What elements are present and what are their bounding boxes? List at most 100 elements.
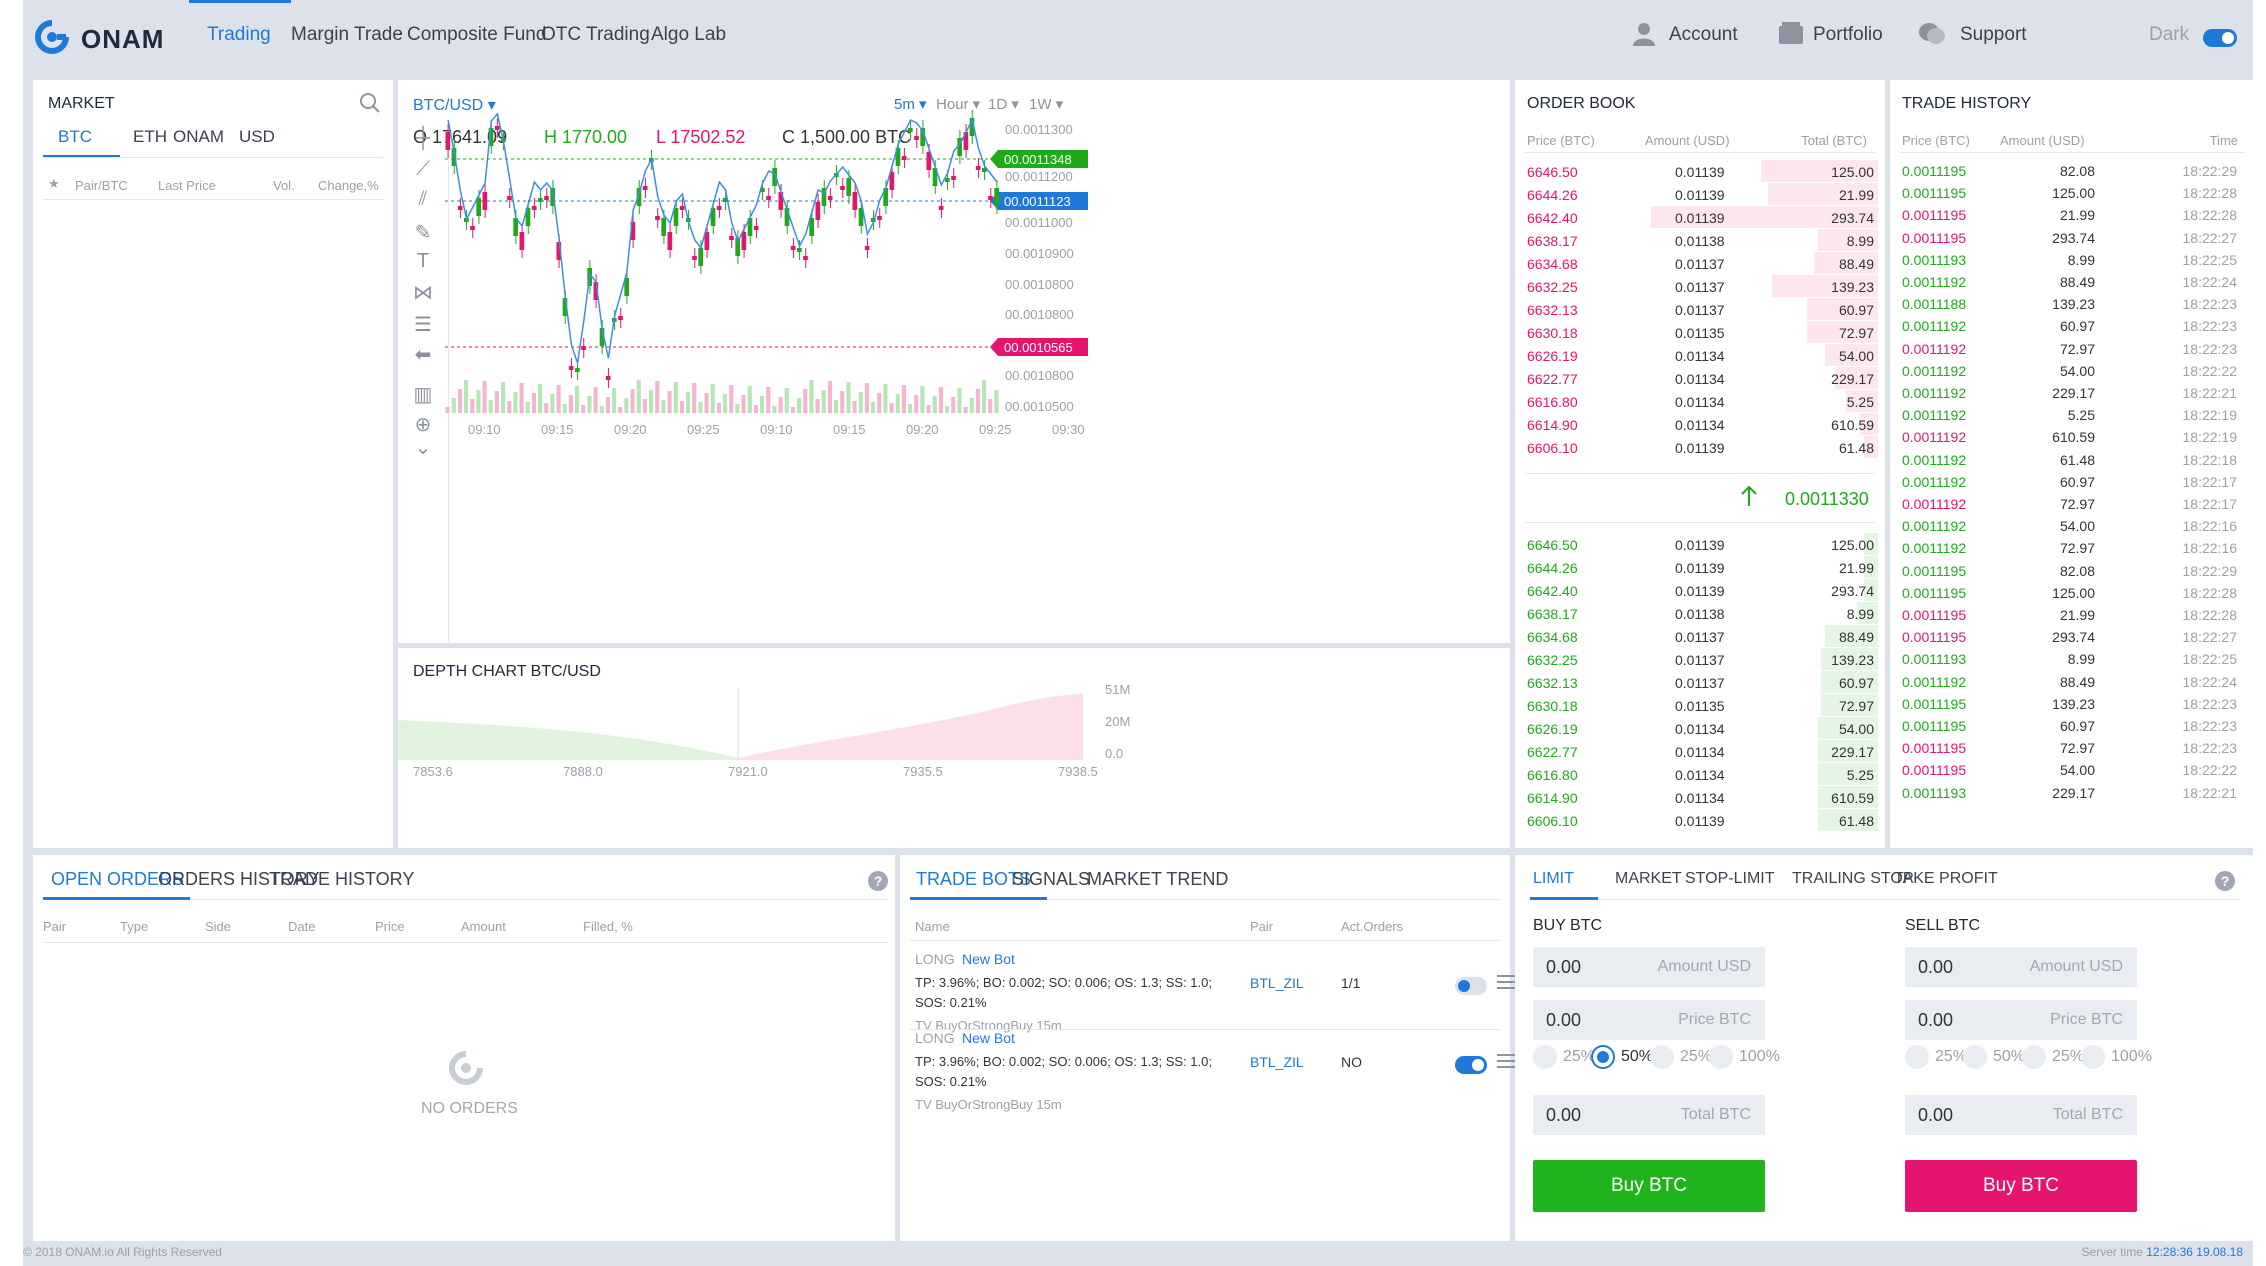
sell-total-input[interactable]: 0.00 Total BTC [1905,1095,2137,1135]
bot-new-link[interactable]: New Bot [962,1030,1015,1046]
measure-icon[interactable]: ☰ [414,314,432,336]
ask-row[interactable]: 6634.68 0.01137 88.49 [1523,252,1878,275]
bot-new-link[interactable]: New Bot [962,951,1015,967]
timeframe-5m[interactable]: 5m ▾ [894,95,927,113]
bid-row[interactable]: 6632.25 0.01137 139.23 [1523,648,1878,671]
col-pair[interactable]: Pair/BTC [75,178,128,193]
dark-mode-toggle[interactable] [2203,29,2237,47]
nav-trading[interactable]: Trading [207,24,271,45]
timeframe-label[interactable]: 1W [1029,96,1052,113]
nav-otc-trading[interactable]: OTC Trading [541,24,650,45]
orders-col[interactable]: Type [120,919,149,934]
account-link[interactable]: Account [1669,24,1738,45]
pair-selector[interactable]: BTC/USD ▾ [413,95,496,115]
candlestick-chart[interactable]: 00.0011300 00.0011200 00.0011000 00.0010900… [398,80,1510,643]
sell-percent-radio[interactable] [2081,1045,2105,1069]
timeframe-label[interactable]: 5m [894,96,915,113]
orders-col[interactable]: Pair [43,919,67,934]
ask-row[interactable]: 6644.26 0.01139 21.99 [1523,183,1878,206]
bid-row[interactable]: 6638.17 0.01138 8.99 [1523,602,1878,625]
total-value[interactable]: 0.00 [1918,1105,1954,1125]
buy-percent-radio[interactable] [1533,1045,1557,1069]
orders-col[interactable]: Amount [461,919,506,934]
zoom-icon[interactable]: ⊕ [414,414,432,436]
order-type-tab-market[interactable]: MARKET [1615,870,1682,887]
ask-row[interactable]: 6622.77 0.01134 229.17 [1523,367,1878,390]
fib-icon[interactable]: ⫽ [418,188,428,210]
bots-tab-market-trend[interactable]: MARKET TREND [1087,869,1229,889]
timeframe-1w[interactable]: 1W ▾ [1029,95,1063,113]
orders-col[interactable]: Price [375,919,405,934]
ask-row[interactable]: 6606.10 0.01139 61.48 [1523,436,1878,459]
bid-row[interactable]: 6632.13 0.01137 60.97 [1523,671,1878,694]
market-tab-usd[interactable]: USD [239,127,275,146]
bid-row[interactable]: 6642.40 0.01139 293.74 [1523,579,1878,602]
order-type-tab-limit[interactable]: LIMIT [1533,870,1574,887]
buy-amount-input[interactable]: 0.00 Amount USD [1533,947,1765,987]
sell-price-input[interactable]: 0.00 Price BTC [1905,1000,2137,1040]
ask-row[interactable]: 6630.18 0.01135 72.97 [1523,321,1878,344]
market-tab-btc[interactable]: BTC [58,127,92,146]
nav-margin-trade[interactable]: Margin Trade [291,24,403,45]
total-value[interactable]: 0.00 [1546,1105,1582,1125]
price-value[interactable]: 0.00 [1546,1010,1582,1030]
orders-tab-trade-history[interactable]: TRADE HISTORY [269,869,415,889]
support-link[interactable]: Support [1960,24,2027,45]
onam-logo-icon[interactable] [35,20,69,54]
bots-tab-signals[interactable]: SIGNALS [1012,869,1091,889]
buy-percent-radio[interactable] [1709,1045,1733,1069]
col-volume[interactable]: Vol. [273,178,295,193]
nav-composite-fund[interactable]: Composite Fund [407,24,547,45]
chevron-down-icon[interactable]: ⌄ [414,437,432,459]
buy-submit-button[interactable]: Buy BTC [1533,1160,1765,1212]
col-last-price[interactable]: Last Price [158,178,216,193]
orders-tab-orders-history[interactable]: ORDERS HISTORY [158,869,320,889]
timeframe-label[interactable]: 1D [988,96,1008,113]
sell-amount-input[interactable]: 0.00 Amount USD [1905,947,2137,987]
bots-tab-trade-bots[interactable]: TRADE BOTS [916,869,1032,889]
amount-value[interactable]: 0.00 [1546,957,1582,977]
sell-percent-radio[interactable] [2022,1045,2046,1069]
bot-toggle[interactable] [1455,1056,1487,1074]
portfolio-link[interactable]: Portfolio [1813,24,1883,45]
bid-row[interactable]: 6622.77 0.01134 229.17 [1523,740,1878,763]
pair-selector-label[interactable]: BTC/USD [413,97,484,114]
timeframe-label[interactable]: Hour [936,96,969,113]
price-value[interactable]: 0.00 [1918,1010,1954,1030]
amount-value[interactable]: 0.00 [1918,957,1954,977]
indicators-icon[interactable]: ▥ [413,384,433,406]
orders-tab-open-orders[interactable]: OPEN ORDERS [51,869,185,889]
bot-pair[interactable]: BTL_ZIL [1250,975,1304,991]
nav-algo-lab[interactable]: Algo Lab [651,24,727,45]
sell-percent-radio[interactable] [1905,1045,1929,1069]
depth-chart[interactable]: 7853.6 7888.0 7921.0 7935.5 7938.5 51M 20M 0.0 [398,648,1510,848]
crosshair-icon[interactable]: ┼ [415,127,431,149]
bot-pair[interactable]: BTL_ZIL [1250,1054,1304,1070]
brush-icon[interactable]: ✎ [414,222,432,244]
bot-toggle[interactable] [1455,977,1487,995]
market-tab-eth[interactable]: ETH [133,127,167,146]
bid-row[interactable]: 6606.10 0.01139 61.48 [1523,809,1878,832]
order-type-tab-take-profit[interactable]: TAKE PROFIT [1894,870,1998,887]
pattern-icon[interactable]: ⋈ [413,282,433,304]
timeframe-hour[interactable]: Hour ▾ [936,95,980,113]
ask-row[interactable]: 6632.25 0.01137 139.23 [1523,275,1878,298]
search-icon[interactable] [359,92,381,114]
ask-row[interactable]: 6632.13 0.01137 60.97 [1523,298,1878,321]
help-icon[interactable]: ? [868,871,888,891]
orders-col[interactable]: Date [288,919,316,934]
col-change[interactable]: Change,% [318,178,379,193]
buy-percent-radio[interactable] [1591,1045,1615,1069]
ask-row[interactable]: 6638.17 0.01138 8.99 [1523,229,1878,252]
bid-row[interactable]: 6646.50 0.01139 125.00 [1523,533,1878,556]
bid-row[interactable]: 6634.68 0.01137 88.49 [1523,625,1878,648]
back-arrow-icon[interactable]: ⬅ [414,344,432,366]
bot-item[interactable]: LONG New Bot TP: 3.96%; BO: 0.002; SO: 0.0… [900,1030,1517,1112]
timeframe-1d[interactable]: 1D ▾ [988,95,1019,113]
ask-row[interactable]: 6642.40 0.01139 293.74 [1523,206,1878,229]
market-tab-onam[interactable]: ONAM [173,127,224,146]
form-help-icon[interactable]: ? [2215,871,2235,891]
favorite-star-icon[interactable]: ★ [48,176,60,191]
bid-row[interactable]: 6644.26 0.01139 21.99 [1523,556,1878,579]
buy-total-input[interactable]: 0.00 Total BTC [1533,1095,1765,1135]
